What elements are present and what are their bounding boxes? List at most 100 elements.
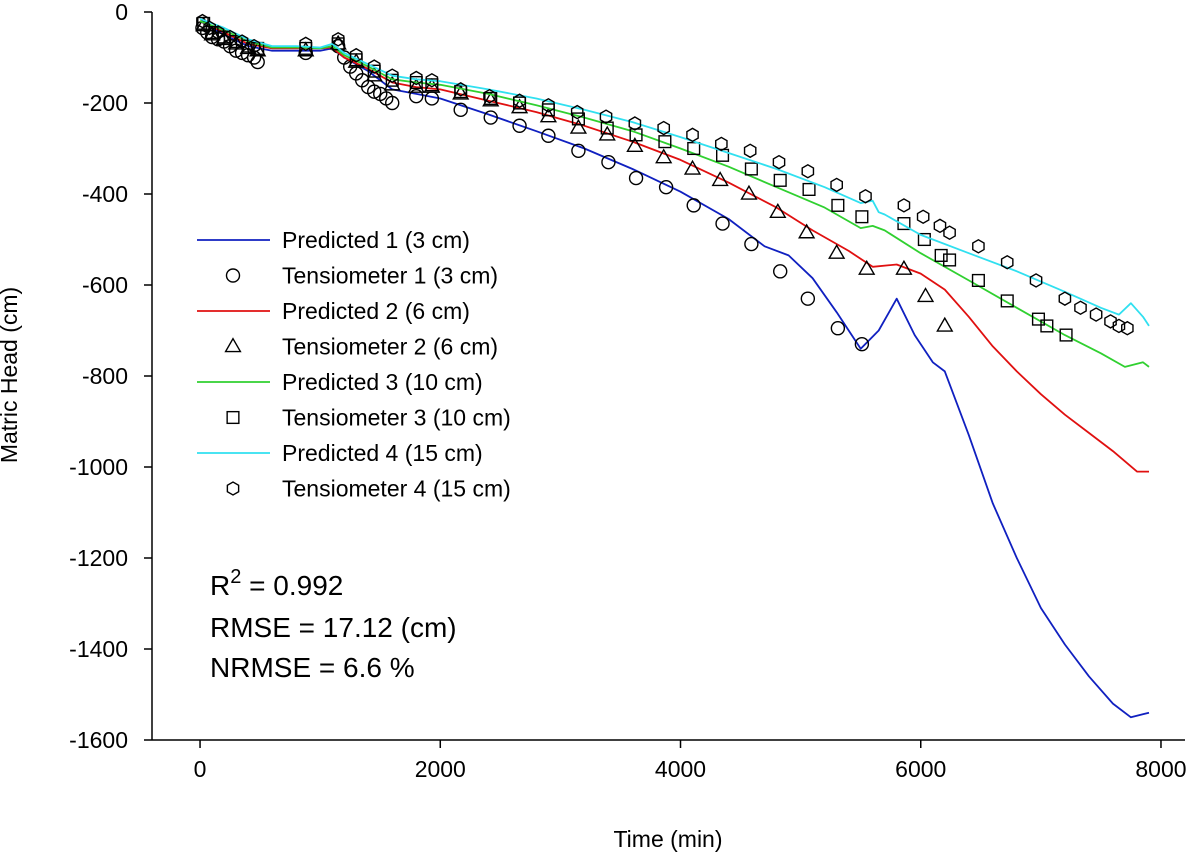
data-point	[599, 109, 613, 124]
data-point	[628, 116, 642, 131]
x-tick-label: 0	[194, 756, 207, 782]
y-tick-label: -1000	[69, 454, 128, 480]
data-point	[407, 77, 425, 93]
data-point	[1059, 328, 1073, 342]
data-point	[196, 13, 209, 29]
data-point	[971, 273, 985, 288]
y-tick-label: -1200	[69, 545, 128, 571]
data-point	[1040, 319, 1054, 333]
data-point	[655, 148, 673, 164]
y-axis-title: Matric Head (cm)	[0, 287, 22, 463]
legend-label: Predicted 2 (6 cm)	[282, 298, 470, 324]
data-point	[349, 47, 363, 63]
data-point	[855, 210, 869, 224]
data-point	[895, 259, 913, 275]
data-point	[830, 177, 843, 193]
series-2	[195, 20, 870, 352]
data-point	[933, 218, 947, 234]
legend-item: Predicted 4 (15 cm)	[197, 440, 483, 466]
x-axis-title: Time (min)	[613, 826, 722, 852]
legend-label: Tensiometer 2 (6 cm)	[282, 334, 498, 360]
data-point	[385, 95, 400, 111]
x-tick-label: 8000	[1135, 756, 1186, 782]
data-point	[425, 72, 439, 88]
data-point	[683, 159, 702, 175]
series-7	[199, 17, 1150, 327]
data-point	[743, 143, 757, 159]
legend-label: Predicted 3 (10 cm)	[282, 369, 483, 395]
data-point	[1000, 294, 1014, 308]
data-point	[687, 141, 701, 156]
data-point	[916, 287, 935, 303]
data-point	[686, 127, 699, 143]
plot-area	[195, 13, 1150, 719]
data-point	[802, 182, 816, 197]
data-point	[542, 97, 555, 113]
y-tick-label: -800	[82, 363, 128, 389]
data-point	[943, 225, 956, 240]
legend-label: Tensiometer 4 (15 cm)	[282, 476, 511, 502]
legend-label: Tensiometer 3 (10 cm)	[282, 405, 511, 431]
data-point	[541, 103, 555, 117]
data-point	[425, 78, 439, 92]
data-point	[801, 163, 815, 179]
legend: Predicted 1 (3 cm) Tensiometer 1 (3 cm) Pr…	[197, 227, 511, 502]
data-point	[711, 171, 729, 187]
data-point	[831, 198, 845, 212]
legend-item: Tensiometer 2 (6 cm)	[224, 334, 498, 360]
legend-marker-swatch	[224, 337, 242, 353]
data-point	[715, 136, 728, 152]
data-point	[917, 232, 931, 247]
y-tick-label: -400	[82, 181, 128, 207]
data-point	[657, 120, 671, 136]
data-point	[365, 66, 383, 82]
data-point	[541, 128, 556, 143]
x-tick-label: 2000	[415, 756, 466, 782]
data-point	[484, 91, 498, 105]
legend-item: Tensiometer 3 (10 cm)	[226, 405, 511, 431]
legend-item: Tensiometer 1 (3 cm)	[225, 263, 498, 289]
data-point	[510, 98, 529, 114]
data-point	[943, 253, 957, 267]
data-point	[1000, 254, 1014, 270]
data-point	[744, 236, 759, 252]
legend-item: Predicted 1 (3 cm)	[197, 227, 470, 253]
data-point	[453, 102, 468, 118]
data-point	[715, 216, 730, 231]
data-point	[972, 239, 985, 254]
y-tick-label: -1400	[69, 636, 128, 662]
legend-item: Predicted 2 (6 cm)	[197, 298, 470, 324]
data-point	[769, 202, 787, 218]
x-tick-label: 4000	[655, 756, 706, 782]
data-point	[454, 82, 468, 97]
y-tick-label: -1600	[69, 727, 128, 753]
data-point	[331, 31, 345, 47]
data-point	[1074, 300, 1087, 316]
data-point	[299, 41, 313, 55]
data-point	[897, 217, 911, 231]
data-point	[936, 316, 954, 332]
data-point	[658, 135, 672, 149]
data-point	[512, 118, 527, 133]
data-point	[483, 110, 498, 125]
y-tick-label: -600	[82, 272, 128, 298]
data-point	[1121, 320, 1134, 336]
data-point	[658, 179, 674, 195]
series-8	[196, 13, 1134, 336]
y-tick-label: 0	[115, 0, 128, 25]
data-point	[798, 223, 816, 239]
data-point	[409, 70, 423, 86]
data-point	[409, 75, 423, 90]
legend-marker-swatch	[225, 268, 241, 283]
data-point	[1058, 291, 1072, 306]
r2-annotation: R2 = 0.992	[210, 566, 343, 601]
data-point	[686, 198, 701, 213]
data-point	[626, 137, 644, 152]
data-point	[772, 154, 786, 170]
data-point	[628, 170, 644, 186]
series-line	[199, 17, 1150, 327]
data-point	[934, 248, 948, 262]
legend-label: Tensiometer 1 (3 cm)	[282, 263, 498, 289]
data-point	[828, 243, 846, 259]
